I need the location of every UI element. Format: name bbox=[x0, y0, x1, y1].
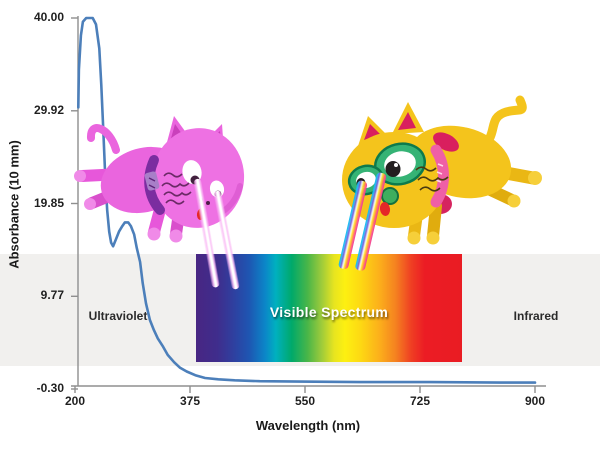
yellow-cat-tail bbox=[475, 95, 527, 153]
pink-cat-collar bbox=[144, 155, 165, 215]
visible-spectrum-bar: Visible Spectrum bbox=[196, 254, 462, 362]
x-tick-label: 725 bbox=[409, 394, 431, 408]
yellow-cat-illustration bbox=[342, 95, 542, 245]
axis-tick-marks bbox=[71, 17, 536, 393]
pink-cat-illustration bbox=[74, 116, 245, 243]
y-axis-title: Absorbance (10 mm) bbox=[6, 140, 22, 269]
infrared-label: Infrared bbox=[513, 309, 559, 323]
visible-spectrum-label: Visible Spectrum bbox=[269, 304, 389, 320]
x-tick-label: 375 bbox=[179, 394, 201, 408]
y-tick-label: 9.77 bbox=[40, 288, 64, 303]
y-tick-label: -0.30 bbox=[36, 381, 64, 395]
yellow-cat-ears bbox=[358, 102, 424, 146]
y-tick-label: 29.92 bbox=[33, 102, 64, 117]
x-axis-title: Wavelength (nm) bbox=[255, 418, 361, 433]
yellow-cat-whiskers bbox=[415, 166, 449, 192]
x-tick-label: 550 bbox=[294, 394, 316, 408]
x-tick-label: 200 bbox=[64, 394, 86, 408]
pink-cat-whiskers bbox=[161, 172, 192, 205]
yellow-cat-collar bbox=[430, 144, 449, 208]
yellow-cat-tongue bbox=[379, 202, 391, 216]
y-tick-label: 40.00 bbox=[33, 10, 64, 24]
yellow-cat-nose bbox=[381, 187, 399, 205]
y-tick-label: 19.85 bbox=[33, 195, 64, 210]
absorbance-curve bbox=[77, 16, 537, 384]
x-tick-label: 900 bbox=[524, 394, 546, 408]
ultraviolet-label: Ultraviolet bbox=[88, 309, 148, 323]
pink-cat-tail bbox=[87, 124, 120, 154]
